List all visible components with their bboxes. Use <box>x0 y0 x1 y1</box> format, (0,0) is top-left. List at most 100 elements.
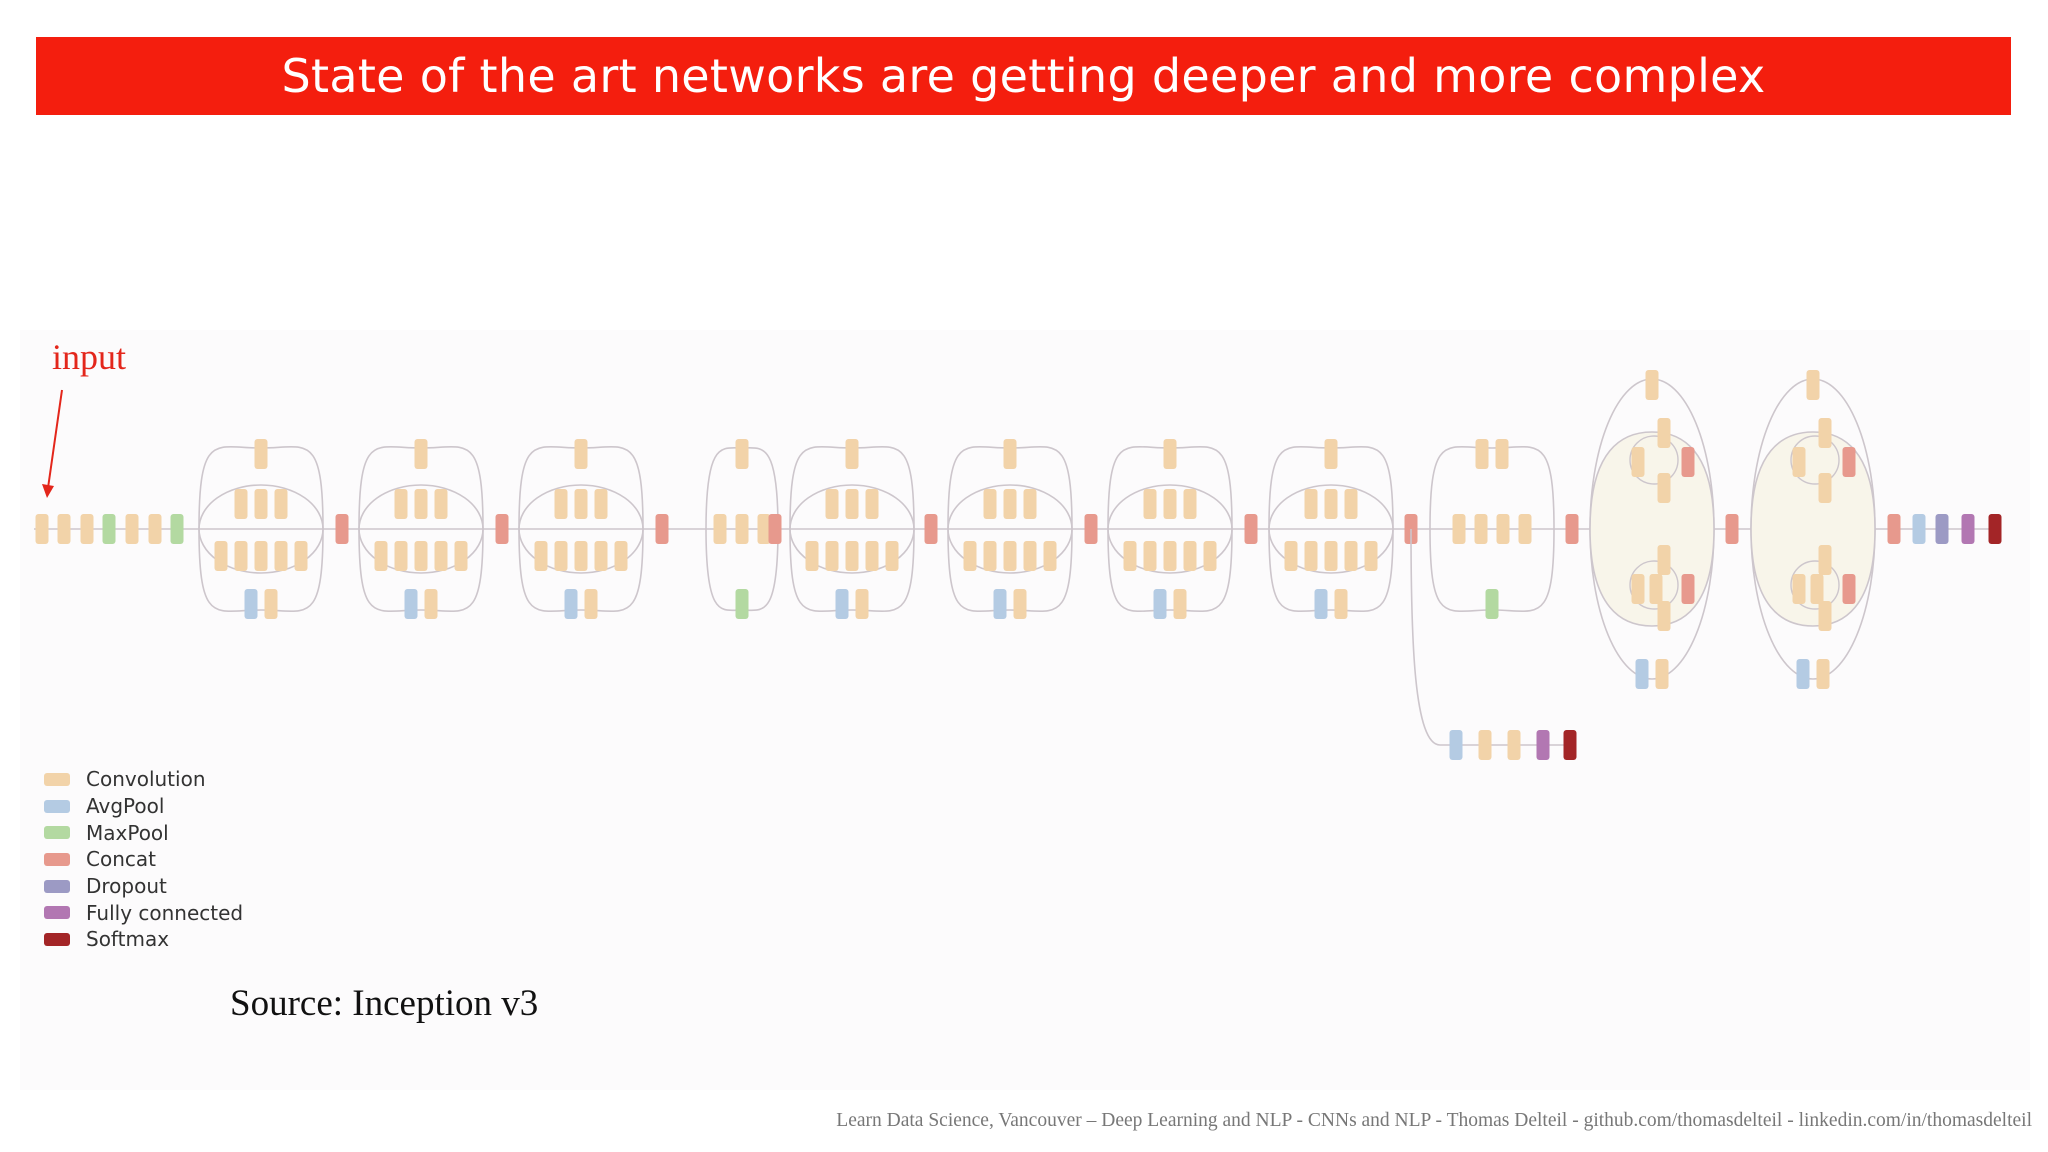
legend-swatch <box>44 799 70 813</box>
convolution-node <box>434 541 448 571</box>
convolution-node <box>1163 541 1177 571</box>
avgpool-node <box>835 589 849 619</box>
convolution-node <box>1657 473 1671 503</box>
concat-node <box>1725 514 1739 544</box>
edge <box>947 484 1073 574</box>
avgpool-node <box>993 589 1007 619</box>
legend-label: Dropout <box>86 874 167 899</box>
convolution-node <box>414 439 428 469</box>
maxpool-node <box>170 514 184 544</box>
concat-node <box>1887 514 1901 544</box>
slide-title: State of the art networks are getting de… <box>281 49 1766 103</box>
convolution-node <box>845 439 859 469</box>
title-banner: State of the art networks are getting de… <box>36 37 2011 115</box>
avgpool-node <box>244 589 258 619</box>
avgpool-node <box>1635 659 1649 689</box>
legend-label: MaxPool <box>86 820 169 845</box>
convolution-node <box>845 541 859 571</box>
avgpool-node <box>564 589 578 619</box>
convolution-node <box>865 489 879 519</box>
convolution-node <box>1657 418 1671 448</box>
edge <box>1629 435 1679 485</box>
legend-item: MaxPool <box>44 819 243 846</box>
convolution-node <box>1818 545 1832 575</box>
convolution-node <box>414 541 428 571</box>
convolution-node <box>757 514 771 544</box>
convolution-node <box>1334 589 1348 619</box>
legend-label: Concat <box>86 847 156 872</box>
convolution-node <box>1344 489 1358 519</box>
convolution-node <box>534 541 548 571</box>
concat-node <box>1681 574 1695 604</box>
convolution-node <box>1792 447 1806 477</box>
convolution-node <box>1143 541 1157 571</box>
edge <box>358 484 484 574</box>
convolution-node <box>1203 541 1217 571</box>
convolution-node <box>1495 439 1509 469</box>
softmax-node <box>1563 730 1577 760</box>
convolution-node <box>1816 659 1830 689</box>
convolution-node <box>825 489 839 519</box>
edge <box>789 528 915 613</box>
legend-label: Convolution <box>86 767 206 792</box>
avgpool-node <box>1796 659 1810 689</box>
legend-label: Softmax <box>86 927 170 952</box>
legend-swatch <box>44 906 70 920</box>
convolution-node <box>1304 489 1318 519</box>
concat-node <box>924 514 938 544</box>
convolution-node <box>1507 730 1521 760</box>
avgpool-node <box>1912 514 1926 544</box>
concat-node <box>1681 447 1695 477</box>
convolution-node <box>1183 489 1197 519</box>
convolution-node <box>1123 541 1137 571</box>
convolution-node <box>424 589 438 619</box>
edge <box>1107 484 1233 574</box>
convolution-node <box>594 541 608 571</box>
legend-label: AvgPool <box>86 794 165 819</box>
edge <box>1429 445 1555 530</box>
convolution-node <box>1496 514 1510 544</box>
convolution-node <box>1631 574 1645 604</box>
convolution-node <box>1810 574 1824 604</box>
edge <box>1268 484 1394 574</box>
convolution-node <box>274 489 288 519</box>
convolution-node <box>735 439 749 469</box>
convolution-node <box>254 541 268 571</box>
legend-swatch <box>44 772 70 786</box>
convolution-node <box>1657 545 1671 575</box>
convolution-node <box>805 541 819 571</box>
edge <box>1410 528 1570 746</box>
legend-swatch <box>44 852 70 866</box>
convolution-node <box>254 489 268 519</box>
fully-connected-node <box>1961 514 1975 544</box>
edge <box>1268 528 1394 613</box>
concat-node <box>1842 447 1856 477</box>
convolution-node <box>584 589 598 619</box>
concat-node <box>1842 574 1856 604</box>
convolution-node <box>1818 601 1832 631</box>
convolution-node <box>1657 601 1671 631</box>
softmax-node <box>1988 514 2002 544</box>
convolution-node <box>1023 489 1037 519</box>
avgpool-node <box>1449 730 1463 760</box>
convolution-node <box>434 489 448 519</box>
convolution-node <box>1003 489 1017 519</box>
fully-connected-node <box>1536 730 1550 760</box>
concat-node <box>768 514 782 544</box>
legend: Convolution AvgPool MaxPool Concat Dropout Fu… <box>44 766 243 953</box>
legend-swatch <box>44 932 70 946</box>
legend-swatch <box>44 879 70 893</box>
edge <box>198 484 324 574</box>
legend-item: Dropout <box>44 873 243 900</box>
convolution-node <box>1649 574 1663 604</box>
convolution-node <box>1364 541 1378 571</box>
convolution-node <box>148 514 162 544</box>
legend-item: Convolution <box>44 766 243 793</box>
maxpool-node <box>102 514 116 544</box>
edge <box>1629 560 1679 610</box>
edge <box>518 528 644 613</box>
avgpool-node <box>1314 589 1328 619</box>
convolution-node <box>1324 489 1338 519</box>
convolution-node <box>57 514 71 544</box>
convolution-node <box>125 514 139 544</box>
